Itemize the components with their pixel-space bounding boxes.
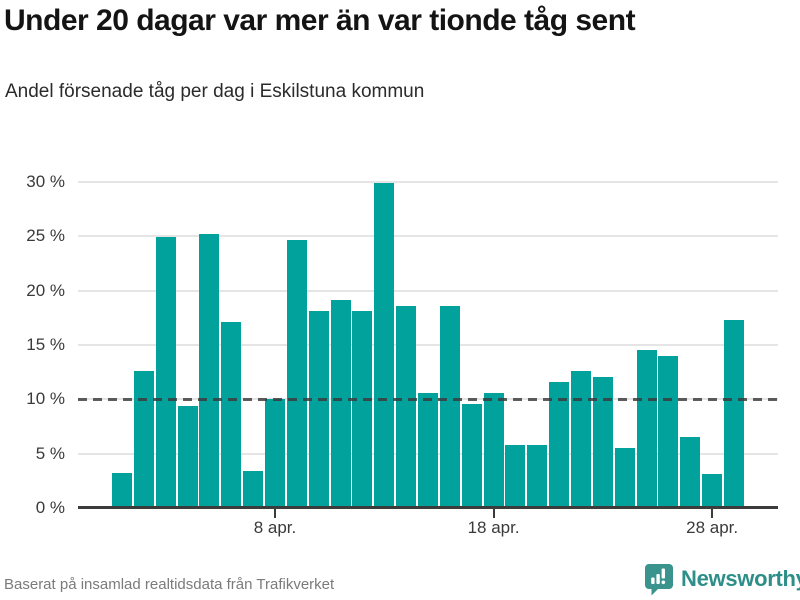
x-axis-tick (711, 509, 714, 518)
bar-3apr (155, 237, 176, 508)
bar-chart-speech-bubble-icon (645, 564, 673, 596)
bar-12apr (352, 311, 373, 508)
bar-chart-plot-area: 8 apr. 18 apr. 28 apr. (78, 181, 778, 537)
x-axis-tick-label: 18 apr. (467, 518, 520, 537)
bar-7apr (243, 471, 264, 508)
bar-14apr (396, 305, 417, 508)
bar-11apr (330, 300, 351, 508)
bar-22apr (570, 371, 591, 508)
chart-subtitle: Andel försenade tåg per dag i Eskilstuna… (5, 81, 425, 102)
bar-26apr (658, 355, 679, 508)
bar-28apr (702, 474, 723, 508)
newsworthy-wordmark: Newsworthy (681, 566, 800, 591)
bar-29apr (723, 320, 744, 508)
gridline-15 (78, 344, 778, 346)
bar-5apr (199, 234, 220, 508)
gridline-25 (78, 235, 778, 238)
y-axis-tick-label: 30 % (26, 172, 65, 191)
y-axis-tick-label: 10 % (26, 389, 65, 409)
bar-1apr (112, 473, 132, 508)
gridline-20 (78, 289, 778, 292)
y-axis-tick-label: 0 % (35, 498, 65, 517)
source-note: Baserat på insamlad realtidsdata från Tr… (4, 576, 335, 593)
bar-15apr (417, 392, 438, 508)
bar-2apr (133, 371, 154, 508)
bar-20apr (527, 444, 548, 508)
bar-17apr (461, 403, 482, 508)
bar-27apr (680, 437, 701, 508)
x-axis-tick (273, 509, 276, 518)
bar-23apr (592, 376, 613, 508)
bar-8apr (264, 399, 285, 508)
y-axis-tick-label: 25 % (26, 226, 65, 246)
y-axis-tick-label: 5 % (35, 443, 65, 463)
bar-13apr (374, 183, 395, 508)
gridline-30 (78, 181, 778, 183)
x-axis-tick-label: 8 apr. (253, 518, 297, 537)
x-axis-tick-label: 28 apr. (686, 518, 739, 537)
bar-16apr (439, 305, 460, 508)
bar-4apr (177, 405, 198, 508)
y-axis-tick-label: 20 % (26, 280, 65, 300)
x-axis-line (78, 506, 778, 509)
bar-24apr (614, 448, 635, 508)
bar-25apr (636, 350, 657, 508)
bar-10apr (308, 311, 329, 508)
bar-18apr (483, 392, 504, 508)
bar-21apr (549, 381, 570, 508)
y-axis-tick-label: 15 % (26, 335, 65, 354)
reference-line-10-percent (78, 398, 778, 402)
bar-19apr (505, 444, 526, 508)
bar-6apr (221, 322, 242, 508)
bar-9apr (286, 239, 307, 508)
x-axis-tick (492, 509, 495, 518)
chart-title: Under 20 dagar var mer än var tionde tåg… (4, 4, 636, 37)
newsworthy-logo: Newsworthy (644, 561, 800, 597)
